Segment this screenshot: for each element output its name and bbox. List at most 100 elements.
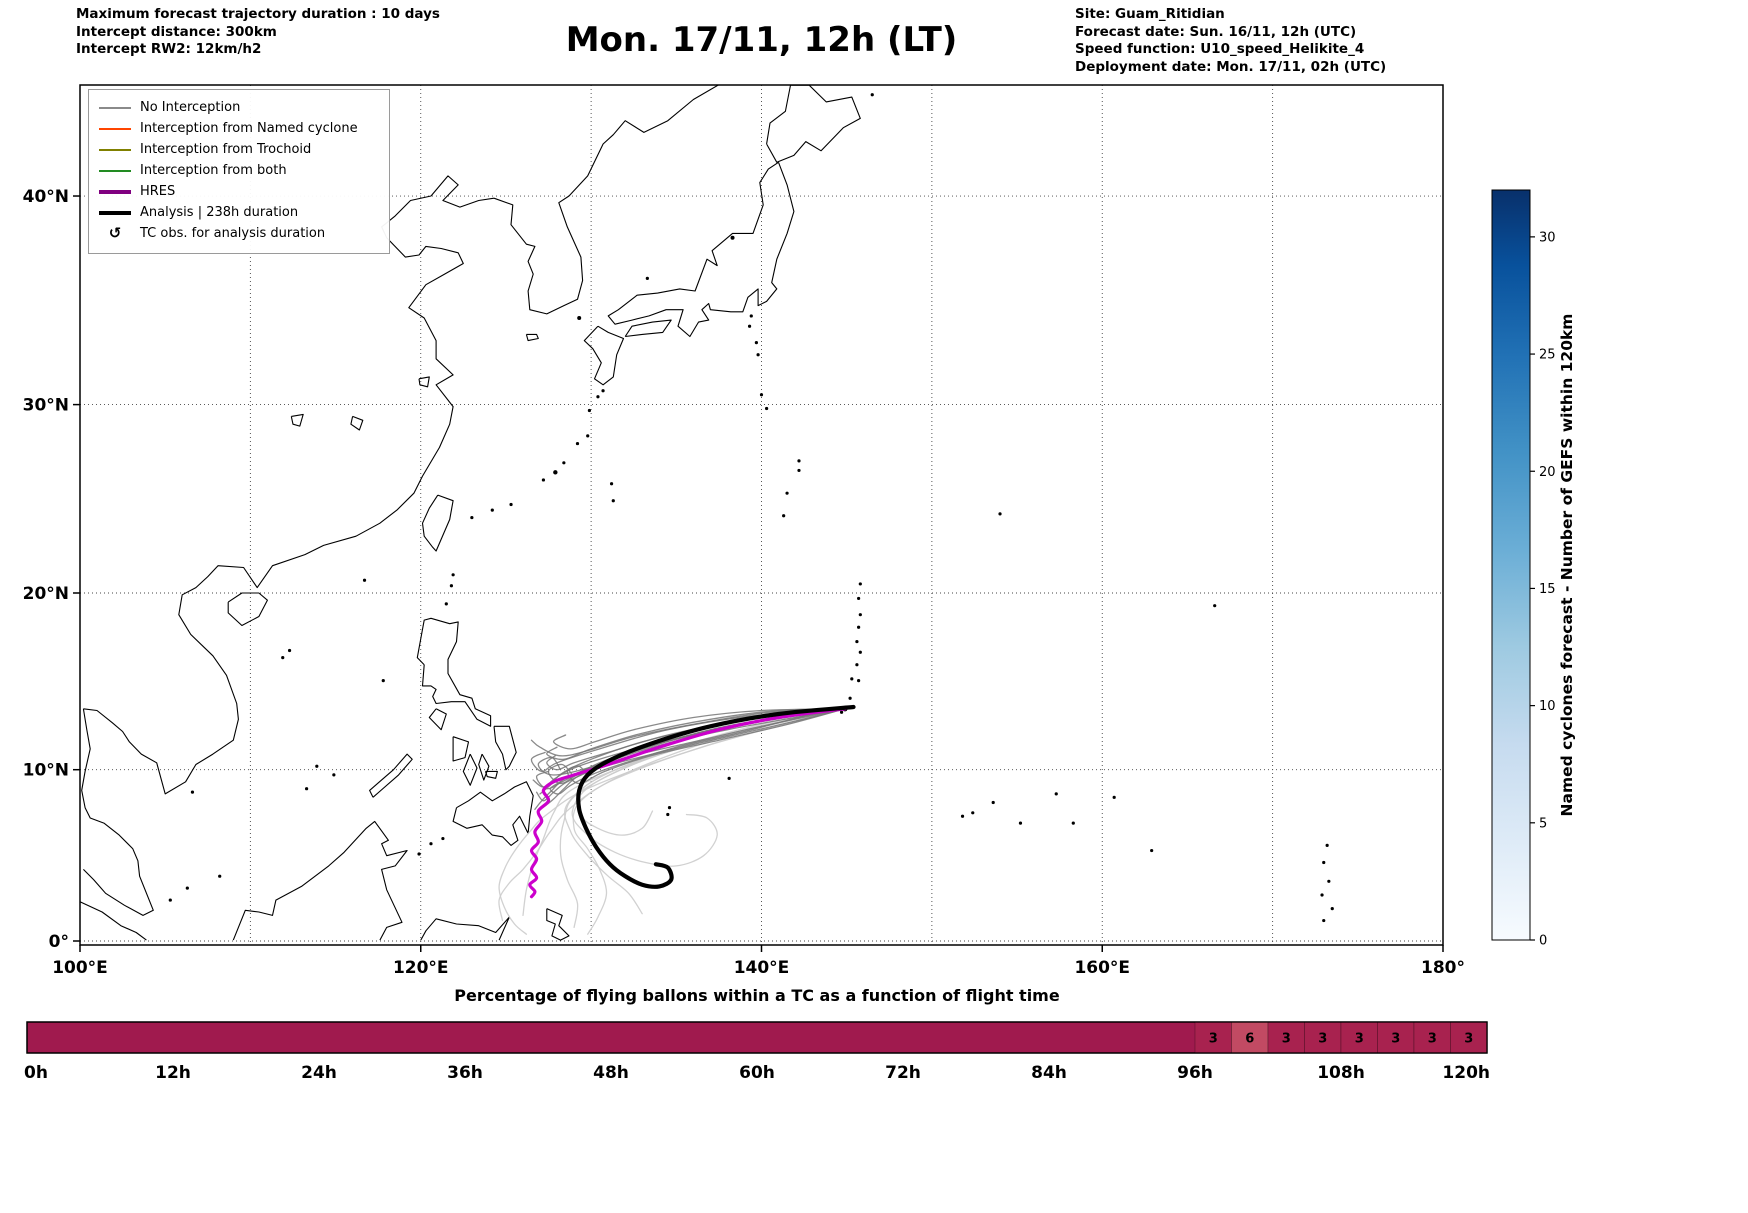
coastline	[484, 770, 498, 779]
island-dot	[1322, 918, 1326, 923]
island-dot	[749, 314, 753, 318]
flight-bar-tick-label: 60h	[739, 1063, 775, 1083]
figure-title: Mon. 17/11, 12h (LT)	[565, 20, 958, 60]
island-dot	[998, 512, 1002, 516]
island-dot	[553, 470, 558, 475]
legend-label: Interception from both	[140, 163, 287, 178]
legend-item-analysis-238h-duration: Analysis | 238h duration	[99, 202, 379, 223]
legend-label: HRES	[140, 184, 176, 199]
legend-item-interception-from-named-cyclone: Interception from Named cyclone	[99, 118, 379, 139]
island-dot	[858, 582, 862, 586]
coastline	[452, 781, 534, 846]
island-dot	[509, 502, 513, 507]
island-dot	[185, 886, 189, 890]
island-dot	[1327, 879, 1331, 883]
flight-bar-tick-label: 84h	[1031, 1063, 1067, 1083]
legend-item-interception-from-trochoid: Interception from Trochoid	[99, 139, 379, 160]
island-dot	[857, 625, 861, 629]
coastline	[428, 708, 447, 731]
colorbar-tick-label: 5	[1539, 816, 1547, 831]
flight-bar-title: Percentage of flying ballons within a TC…	[454, 986, 1060, 1005]
coastline	[83, 175, 495, 795]
island-dot	[991, 800, 995, 805]
site-name: Site: Guam_Ritidian	[1075, 6, 1225, 22]
param-intercept-distance: Intercept distance: 300km	[76, 23, 277, 40]
island-dot	[1018, 821, 1023, 825]
island-dot	[362, 578, 367, 582]
island-dot	[855, 639, 859, 644]
island-dot	[782, 514, 786, 518]
island-dot	[730, 235, 735, 240]
colorbar-label: Named cyclones forecast - Number of GEFS…	[1558, 314, 1576, 817]
flight-bar-segment	[1194, 1021, 1232, 1054]
legend-line-swatch	[99, 127, 131, 130]
coastline	[478, 753, 490, 781]
site-block: Site: Guam_Ritidian Forecast date: Sun. …	[1075, 6, 1386, 76]
island-dot	[857, 596, 861, 601]
tc-obs-icon: ↺	[108, 224, 122, 242]
island-dot	[449, 584, 454, 588]
coastline	[232, 820, 408, 941]
lon-tick-label: 180°	[1421, 958, 1465, 978]
island-dot	[541, 478, 546, 482]
island-dot	[1054, 792, 1058, 796]
island-dot	[332, 773, 336, 777]
colorbar-tick-label: 0	[1539, 934, 1547, 949]
legend-label: Interception from Named cyclone	[140, 121, 358, 136]
island-dot	[587, 408, 592, 413]
lon-tick-label: 120°E	[393, 958, 449, 978]
trajectory-no-interception-exited	[498, 708, 846, 935]
island-dot	[1322, 860, 1326, 865]
island-dot	[870, 93, 874, 97]
coastline	[80, 901, 147, 941]
island-dot	[444, 602, 448, 606]
colorbar-tick-label: 30	[1539, 230, 1556, 245]
flight-bar-value: 3	[1391, 1032, 1400, 1047]
coastline	[462, 753, 478, 786]
legend-line-swatch	[99, 148, 131, 151]
lon-tick-label: 140°E	[734, 958, 790, 978]
legend-item-hres: HRES	[99, 181, 379, 202]
trajectory-hres	[528, 707, 847, 899]
island-dot	[754, 340, 758, 345]
params-block: Maximum forecast trajectory duration : 1…	[76, 6, 440, 59]
param-intercept-rw2: Intercept RW2: 12km/h2	[76, 41, 262, 57]
flight-bar-tick-label: 24h	[301, 1063, 337, 1083]
coastline	[583, 325, 625, 386]
flight-bar-segment	[1450, 1021, 1488, 1054]
island-dot	[609, 482, 614, 486]
trajectory-no-interception	[546, 708, 846, 761]
island-dot	[218, 874, 222, 878]
flight-bar-tick-label: 36h	[447, 1063, 483, 1083]
island-dot	[441, 836, 445, 841]
island-dot	[562, 461, 566, 465]
trajectory-no-interception	[549, 708, 846, 795]
island-dot	[857, 679, 861, 683]
flight-bar-tick-label: 72h	[885, 1063, 921, 1083]
flight-bar-segment	[1340, 1021, 1378, 1054]
colorbar-tick-label: 10	[1539, 699, 1556, 714]
island-dot	[1112, 795, 1116, 799]
island-dot	[190, 790, 195, 794]
island-dot	[889, 81, 892, 84]
deployment-date: Deployment date: Mon. 17/11, 02h (UTC)	[1075, 58, 1387, 75]
coastline	[493, 85, 720, 315]
coastline	[369, 753, 413, 798]
island-dot	[577, 316, 582, 321]
island-dot	[1071, 821, 1075, 825]
island-dot	[667, 806, 672, 810]
legend-item-interception-from-both: Interception from both	[99, 160, 379, 181]
lat-tick-label: 10°N	[23, 761, 69, 781]
coastline	[766, 85, 861, 163]
colorbar-tick-label: 25	[1539, 348, 1556, 363]
lon-tick-label: 160°E	[1074, 958, 1130, 978]
legend-label: Analysis | 238h duration	[140, 205, 299, 220]
trajectory-no-interception	[530, 708, 846, 757]
coastline	[493, 725, 517, 771]
island-dot	[381, 679, 385, 683]
island-dot	[596, 395, 600, 399]
island-dot	[601, 389, 605, 393]
flight-bar-value: 3	[1318, 1032, 1327, 1047]
